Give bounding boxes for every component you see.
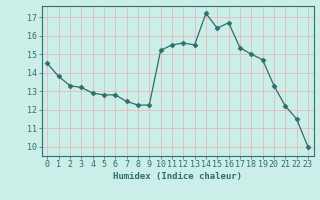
X-axis label: Humidex (Indice chaleur): Humidex (Indice chaleur) xyxy=(113,172,242,181)
